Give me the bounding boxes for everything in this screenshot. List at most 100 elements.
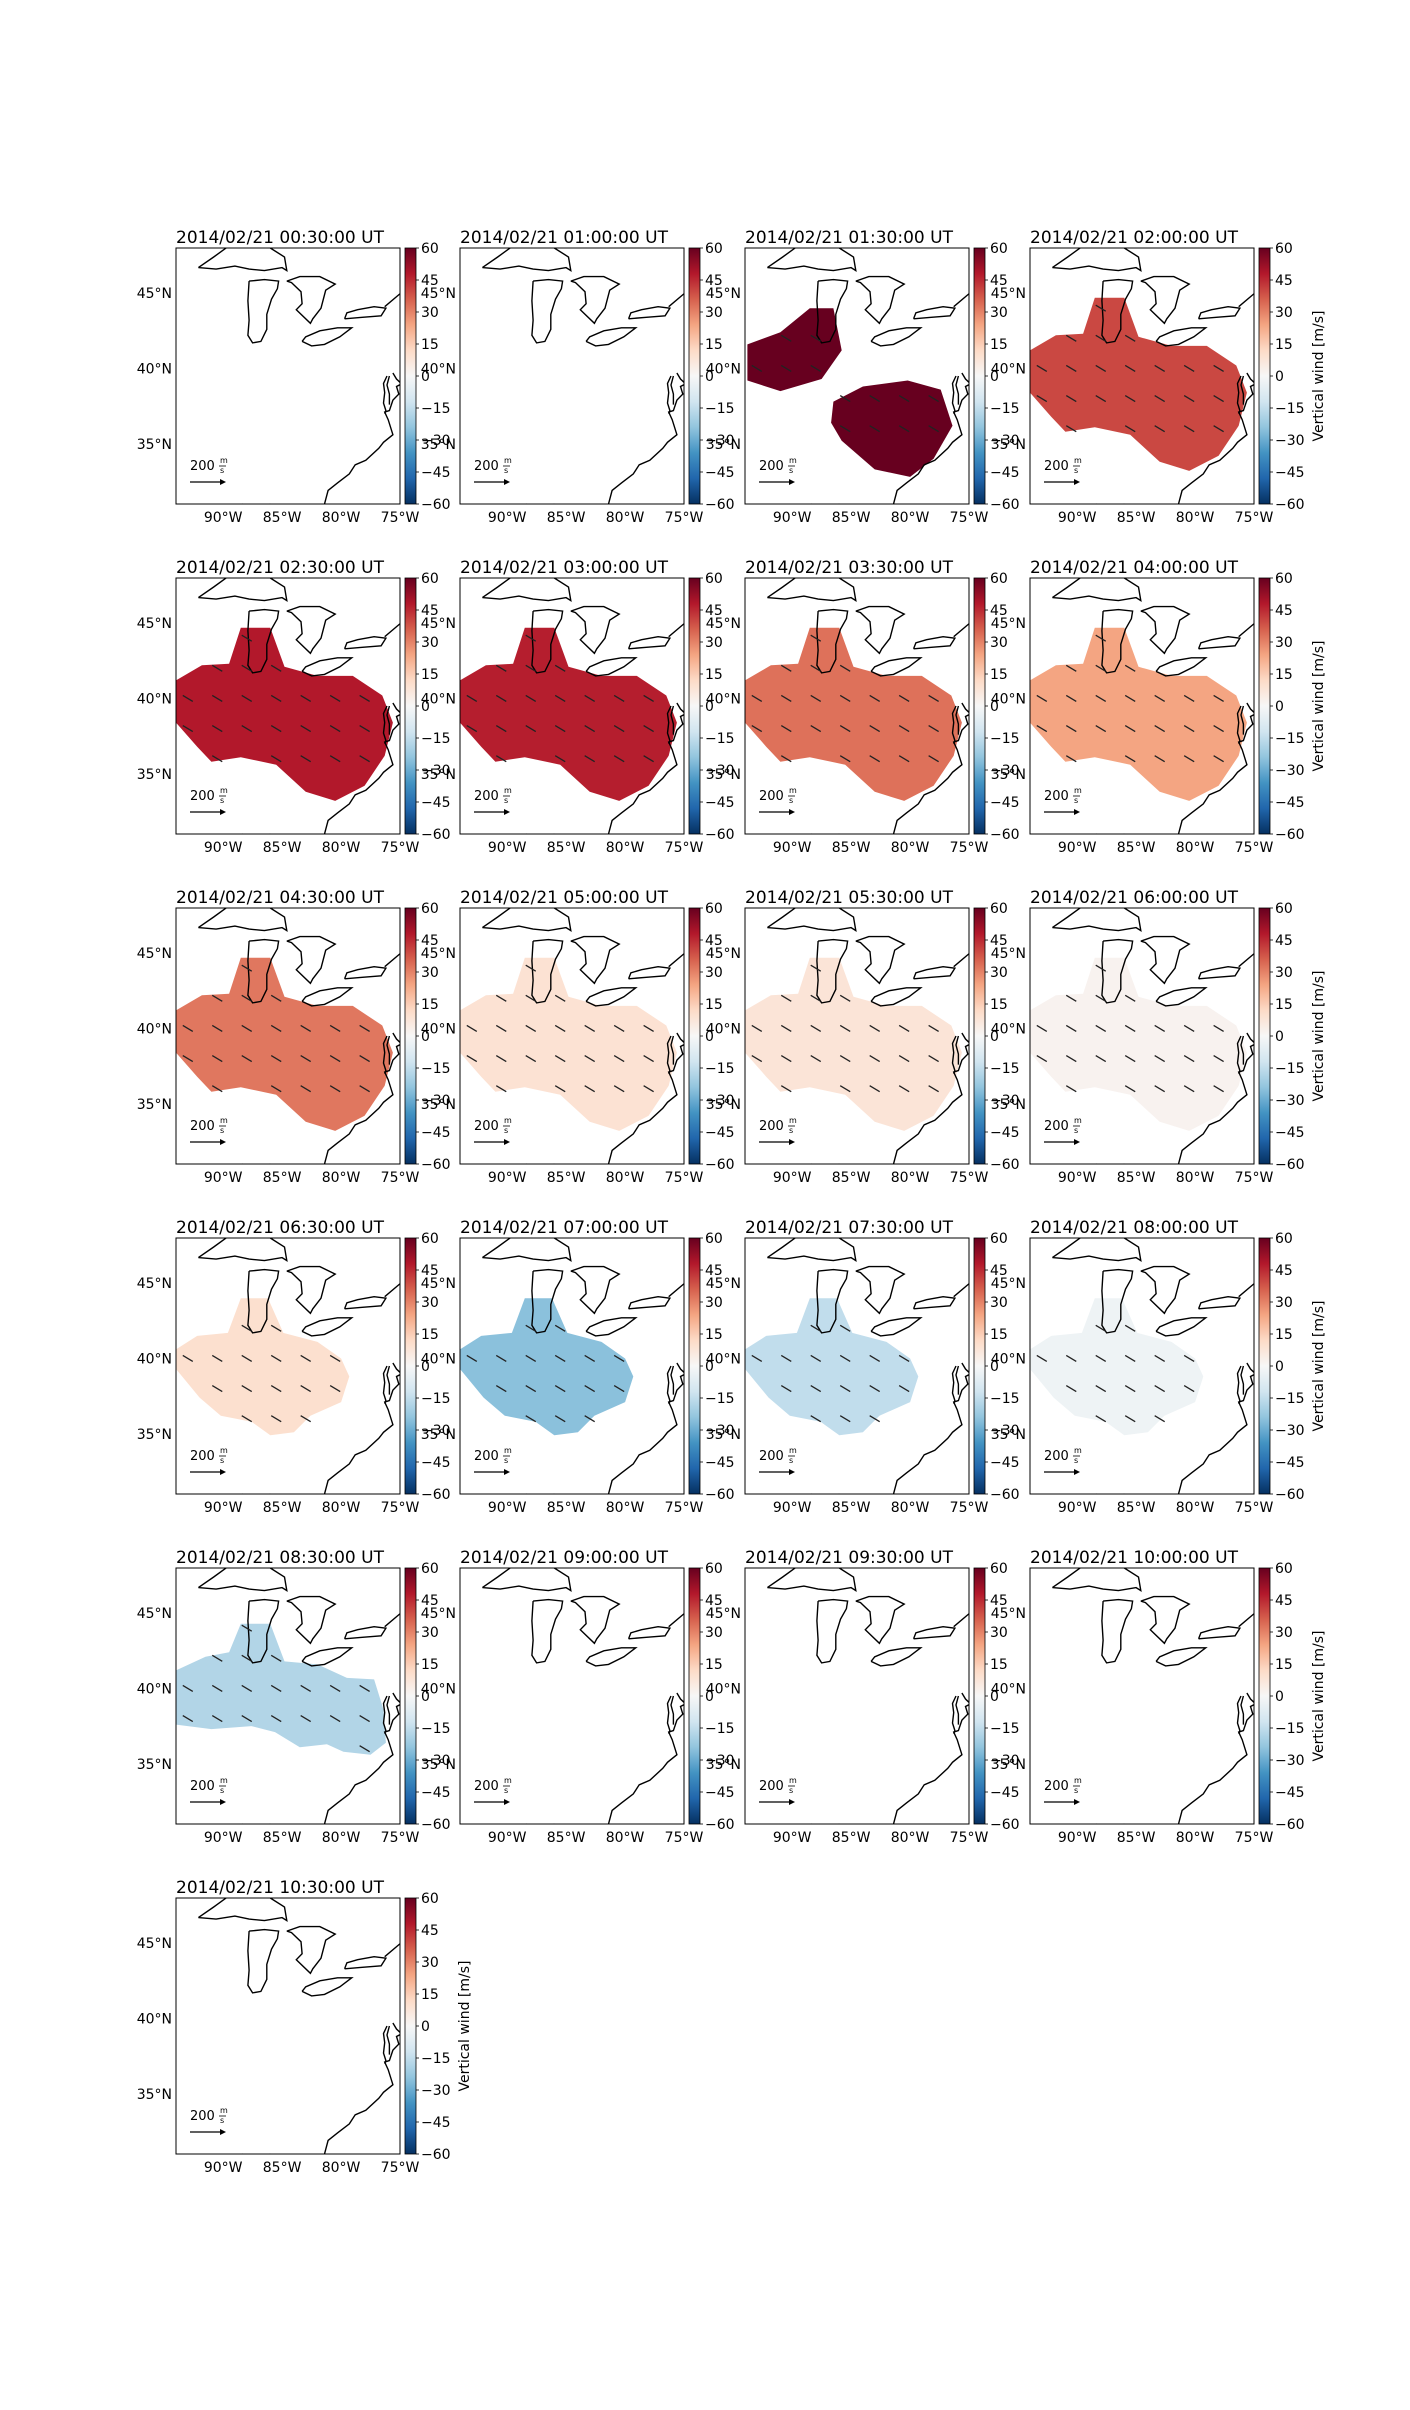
colorbar-tick-label: −45 [1275, 1455, 1305, 1471]
coastline [855, 605, 906, 655]
wind-vector [300, 1385, 312, 1393]
wind-vector [780, 725, 792, 733]
coastline [951, 1035, 957, 1074]
coastline [870, 1317, 923, 1337]
reference-arrow-value: 200 [759, 459, 784, 474]
wind-vector [1095, 964, 1107, 972]
vertical-wind-region [747, 308, 842, 392]
coastline [816, 938, 849, 1004]
lon-tick-label: 80°W [1176, 840, 1215, 856]
colorbar-tick-label: −60 [1275, 497, 1305, 513]
wind-vector [613, 725, 625, 733]
wind-vector [466, 1354, 478, 1363]
wind-vector [270, 1055, 282, 1063]
coastline [666, 375, 672, 414]
colorbar-tick-label: −15 [421, 1721, 451, 1737]
wind-vector [211, 755, 223, 763]
colorbar-tick-label: −45 [705, 1125, 735, 1141]
wind-vector [495, 994, 507, 1002]
coastline [198, 1898, 288, 1923]
colorbar-tick-label: −45 [705, 465, 735, 481]
wind-vector [869, 1024, 881, 1033]
lat-tick-label: 35°N [706, 1097, 741, 1113]
coastline [323, 1373, 400, 1494]
coastline [482, 1568, 572, 1593]
wind-vector [525, 1415, 537, 1423]
wind-vector [1095, 395, 1107, 403]
wind-vector [241, 994, 253, 1002]
colorbar-tick-label: −15 [1275, 731, 1305, 747]
colorbar-tick-label: 15 [705, 667, 723, 683]
wind-vector [613, 1385, 625, 1393]
coastline [585, 1317, 638, 1337]
lat-tick-label: 40°N [991, 1351, 1026, 1367]
wind-vector [1154, 1024, 1166, 1033]
map-area [460, 908, 684, 1164]
reference-arrow-value: 200 [759, 1779, 784, 1794]
wind-vector [1095, 1385, 1107, 1393]
reference-arrow-value: 200 [190, 2109, 215, 2124]
colorbar-tick-label: 60 [705, 1231, 723, 1247]
colorbar-tick-label: −15 [705, 1061, 735, 1077]
coastline [585, 987, 638, 1007]
wind-vector [554, 725, 566, 733]
coastline [627, 1625, 672, 1640]
lon-tick-label: 75°W [950, 840, 989, 856]
wind-vector [270, 1324, 282, 1332]
colorbar [1258, 1567, 1271, 1825]
wind-vector [466, 725, 478, 733]
colorbar-tick-label: −45 [1275, 1125, 1305, 1141]
wind-vector [359, 1745, 370, 1753]
colorbar-tick-label: 30 [705, 965, 723, 981]
wind-vector [1124, 664, 1136, 672]
coastline [767, 1568, 857, 1593]
coastline [767, 248, 857, 273]
lon-tick-label: 85°W [263, 1830, 302, 1846]
reference-arrow-head [504, 809, 510, 815]
map-area [176, 1238, 400, 1494]
coastline [301, 327, 354, 347]
coastline [1155, 657, 1208, 677]
colorbar [688, 577, 701, 835]
reference-arrow-unit: m [789, 786, 797, 795]
wind-vector [1065, 425, 1077, 433]
coastline [1140, 1595, 1191, 1645]
reference-arrow-unit: s [504, 466, 508, 475]
panel-title: 2014/02/21 08:00:00 UT [1030, 1218, 1239, 1238]
wind-vector [780, 364, 792, 373]
lat-tick-label: 35°N [706, 767, 741, 783]
colorbar-tick-label: 60 [1275, 241, 1293, 257]
wind-vector [525, 964, 537, 972]
colorbar-tick-label: 60 [421, 571, 439, 587]
colorbar-tick-label: −60 [705, 497, 735, 513]
lat-tick-label: 40°N [706, 1021, 741, 1037]
coastline [912, 965, 957, 980]
lat-tick-label: 35°N [991, 1427, 1026, 1443]
coastline [1052, 578, 1142, 603]
wind-vector [495, 1024, 507, 1033]
reference-arrow-head [1074, 1799, 1080, 1805]
lon-tick-label: 85°W [547, 1170, 586, 1186]
colorbar-tick-label: 0 [421, 369, 430, 385]
wind-vector [1154, 755, 1166, 763]
wind-vector [211, 1085, 223, 1093]
coastline [1140, 605, 1191, 655]
wind-vector [329, 1085, 341, 1093]
map-panel: 2014/02/21 08:00:00 UT 45°N 40°N 35°N 90°W 85… [991, 1218, 1327, 1516]
colorbar-tick-label: −45 [990, 1455, 1020, 1471]
lon-tick-label: 75°W [950, 510, 989, 526]
lat-tick-label: 45°N [421, 616, 456, 632]
colorbar-tick-label: 30 [990, 1625, 1008, 1641]
wind-vector [780, 694, 792, 703]
wind-vector [1154, 395, 1166, 403]
wind-vector [1213, 364, 1224, 373]
wind-vector [810, 994, 822, 1002]
wind-vector [466, 1055, 478, 1063]
colorbar [688, 247, 701, 505]
lat-tick-label: 40°N [706, 691, 741, 707]
wind-vector [1124, 1085, 1136, 1093]
wind-vector [839, 425, 851, 433]
wind-vector [211, 694, 223, 703]
lat-tick-label: 45°N [421, 1276, 456, 1292]
wind-vector [329, 694, 341, 703]
